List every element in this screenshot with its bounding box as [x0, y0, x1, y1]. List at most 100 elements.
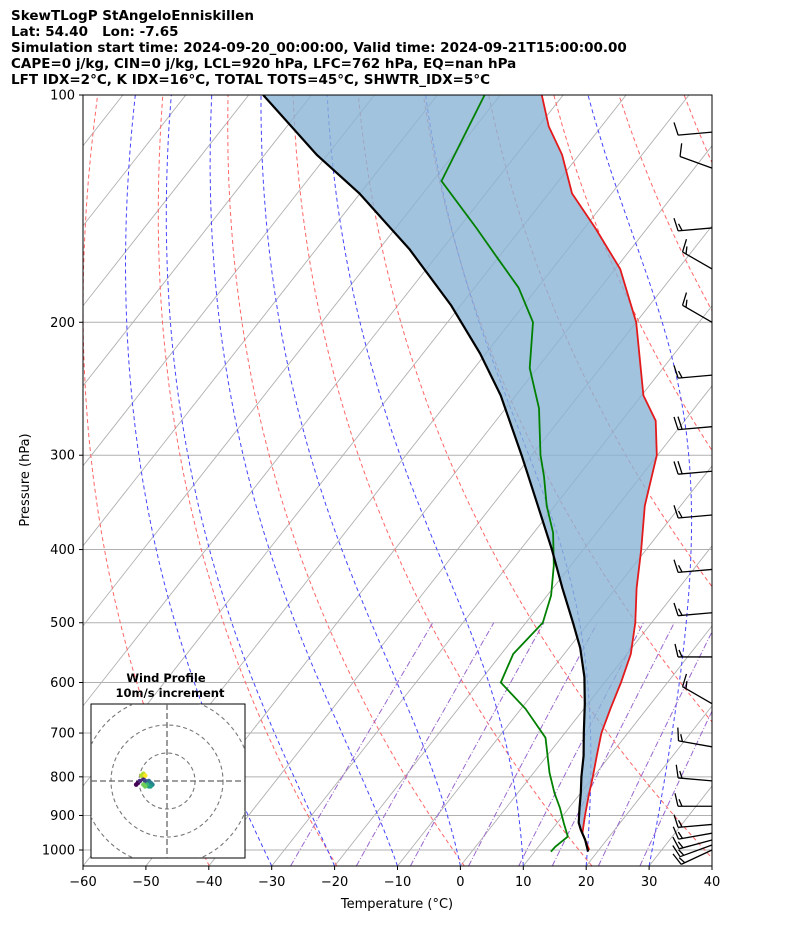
wind-barb-staff	[678, 832, 713, 840]
y-tick-label: 100	[50, 89, 75, 104]
chart-title: SkewTLogP StAngeloEnniskillen	[11, 8, 254, 24]
wind-barb-feather	[677, 608, 683, 616]
wind-barb-feather	[672, 826, 680, 840]
wind-barb-feather	[680, 734, 684, 742]
y-tick-label: 500	[50, 616, 75, 631]
wind-barb-staff	[680, 849, 713, 865]
wind-barb	[673, 505, 713, 519]
hodograph-subtitle: 10m/s increment	[116, 686, 225, 700]
wind-barb	[673, 218, 713, 232]
wind-barb-feather	[673, 365, 679, 379]
wind-barb-feather	[673, 461, 679, 475]
x-tick-label: −10	[384, 875, 411, 890]
wind-barb	[674, 643, 712, 658]
wind-barb-feather	[677, 416, 683, 430]
hodograph-inset: Wind Profile 10m/s increment	[90, 671, 246, 859]
dry-adiabat	[357, 95, 712, 859]
x-tick-label: 20	[578, 875, 595, 890]
dry-adiabat	[553, 95, 712, 452]
wind-barb-staff	[682, 686, 713, 705]
x-axis: −60 −50 −40 −30 −20 −10 0 10 20 30 40	[69, 866, 720, 890]
isotherm-line	[775, 95, 794, 866]
wind-barb-feather	[678, 849, 685, 856]
wind-barb-staff	[678, 568, 713, 574]
y-tick-label: 200	[50, 316, 75, 331]
stability-indices-1: CAPE=0 j/kg, CIN=0 j/kg, LCL=920 hPa, LF…	[11, 56, 517, 72]
wind-barb-feather	[681, 239, 688, 253]
wind-barb-feather	[677, 565, 683, 573]
moist-adiabat	[125, 95, 273, 866]
y-tick-label: 600	[50, 676, 75, 691]
x-tick-label: −20	[321, 875, 348, 890]
isotherm-line	[83, 95, 438, 547]
wind-barb	[673, 416, 713, 431]
wind-barb-staff	[678, 426, 713, 431]
hodograph-point	[142, 773, 148, 778]
wind-barb	[673, 602, 713, 617]
x-tick-label: −40	[195, 875, 222, 890]
wind-barb-feather	[672, 845, 681, 858]
wind-barb	[673, 559, 713, 574]
wind-barb-feather	[679, 143, 683, 157]
wind-barb-staff	[678, 227, 713, 232]
wind-barb	[673, 122, 713, 136]
wind-barb	[674, 793, 712, 807]
hodograph-point	[141, 782, 146, 787]
chart-header: SkewTLogP StAngeloEnniskillen Lat: 54.40…	[11, 8, 627, 88]
wind-barb-feather	[678, 857, 686, 864]
series-dewpoint	[440, 95, 569, 853]
y-tick-label: 700	[50, 727, 75, 742]
wind-barb	[681, 239, 713, 270]
isotherm-line	[83, 95, 250, 307]
wind-barb-feather	[673, 602, 679, 616]
hodograph-point	[137, 778, 143, 784]
series-parcel-profile	[262, 95, 590, 852]
parcel-temperature-area	[263, 95, 657, 852]
wind-barb-staff	[682, 251, 713, 270]
mixing-ratio-line	[290, 622, 434, 866]
wind-barb-feather	[677, 820, 683, 828]
wind-barb-staff	[678, 374, 713, 379]
moist-adiabat	[587, 95, 693, 866]
isotherm-line	[83, 95, 312, 387]
dry-adiabat	[227, 95, 465, 866]
x-tick-label: −60	[69, 875, 96, 890]
wind-barb-staff	[678, 839, 713, 850]
wind-barb-staff	[678, 777, 713, 782]
moist-adiabat	[209, 95, 398, 866]
wind-barb-staff	[678, 740, 713, 748]
wind-barb	[673, 365, 713, 379]
wind-barb-feather	[674, 793, 679, 807]
wind-barb-staff	[678, 514, 713, 519]
isotherm-line	[648, 785, 712, 866]
isotherm-line	[522, 625, 712, 866]
wind-barb-feather	[685, 681, 688, 689]
x-axis-label: Temperature (°C)	[340, 897, 453, 912]
x-tick-label: 40	[704, 875, 721, 890]
isotherm-line	[397, 465, 712, 866]
y-tick-label: 400	[50, 543, 75, 558]
wind-barb-staff	[679, 155, 713, 169]
x-tick-label: 0	[456, 875, 464, 890]
wind-barb-staff	[679, 844, 713, 858]
wind-barb-feather	[673, 559, 679, 573]
dry-adiabat	[292, 95, 593, 866]
wind-barb-staff	[678, 823, 713, 829]
wind-barb	[681, 292, 713, 323]
wind-barb-feather	[673, 505, 679, 519]
wind-barb-feather	[685, 246, 688, 255]
stability-indices-2: LFT IDX=2°C, K IDX=16°C, TOTAL TOTS=45°C…	[11, 72, 491, 88]
wind-barb-feather	[673, 218, 679, 232]
wind-barb-feather	[678, 649, 683, 658]
wind-barb	[679, 143, 713, 169]
x-tick-label: 10	[515, 875, 532, 890]
wind-barb	[672, 826, 713, 840]
wind-barb-feather	[678, 798, 683, 807]
wind-barb-feather	[679, 770, 683, 779]
mixing-ratio-line	[355, 622, 495, 866]
wind-barb-feather	[685, 299, 688, 308]
y-axis-label: Pressure (hPa)	[18, 433, 33, 526]
wind-barb	[672, 849, 713, 865]
wind-barb	[675, 764, 713, 782]
